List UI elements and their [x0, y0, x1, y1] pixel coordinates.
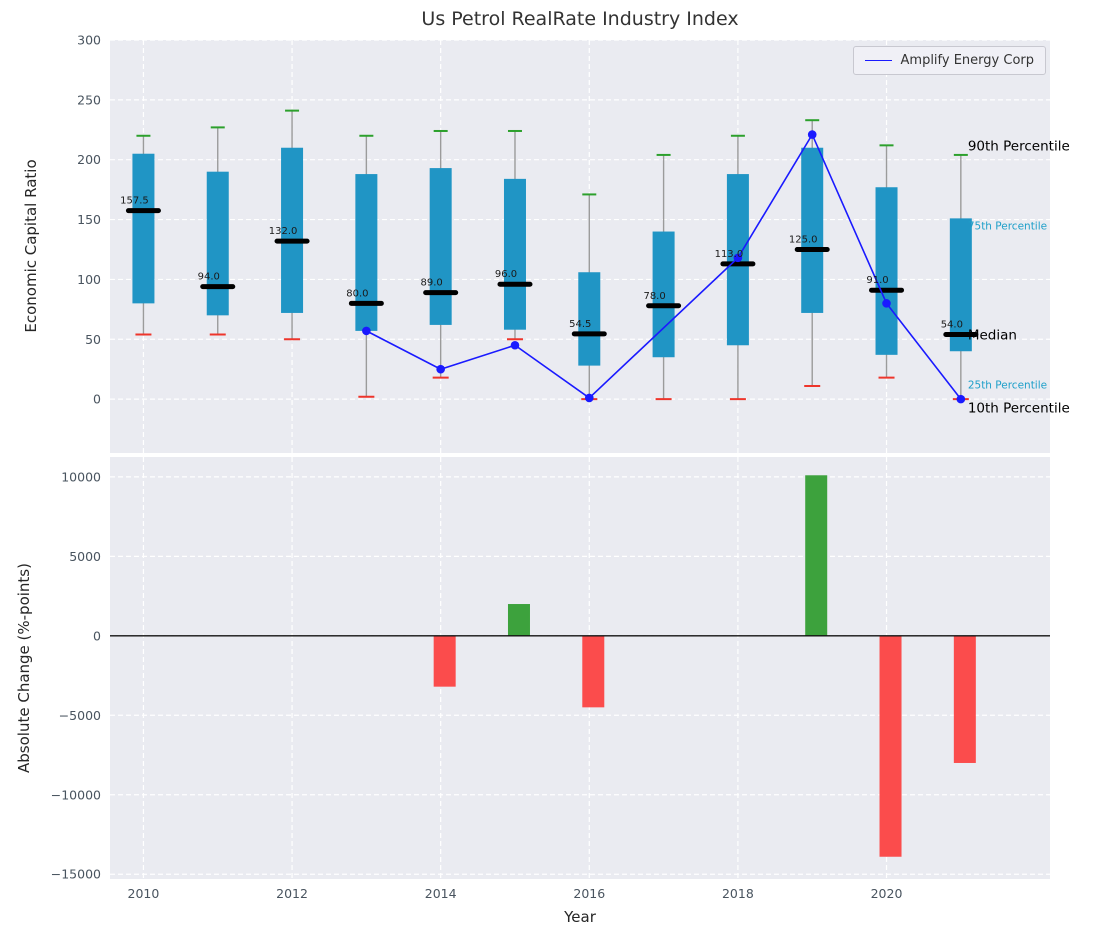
legend-entry-label: Amplify Energy Corp	[900, 53, 1034, 68]
chart-title: Us Petrol RealRate Industry Index	[421, 8, 739, 30]
amplify-line	[365, 132, 962, 400]
bottom-y-tick-label: 5000	[69, 549, 101, 564]
boxplot-box-2014	[429, 168, 452, 325]
x-tick-label: 2016	[573, 886, 605, 901]
legend: Amplify Energy Corp	[852, 46, 1046, 75]
bar-2019	[805, 475, 828, 636]
top-y-tick-label: 0	[93, 392, 101, 407]
median-value-label-2021: 54.0	[941, 319, 963, 330]
top-y-tick-label: 150	[77, 212, 101, 227]
top-y-tick-label: 50	[85, 332, 101, 347]
amplify-marker-2020	[882, 299, 891, 308]
median-value-label-2015: 96.0	[495, 269, 517, 280]
boxplot-box-2012	[281, 147, 304, 313]
bottom-y-tick-label: −10000	[51, 787, 101, 802]
bottom-y-tick-label: −5000	[59, 708, 101, 723]
top-y-axis-label: Economic Capital Ratio	[22, 159, 40, 333]
median-value-label-2017: 78.0	[643, 291, 665, 302]
annotation-75th-percentile: 75th Percentile	[968, 220, 1047, 232]
top-y-tick-label: 200	[77, 152, 101, 167]
median-value-label-2014: 89.0	[421, 278, 443, 289]
annotation-median: Median	[968, 327, 1017, 343]
annotation-90th-percentile: 90th Percentile	[968, 138, 1070, 154]
annotation-10th-percentile: 10th Percentile	[968, 401, 1070, 417]
bar-2020	[879, 635, 902, 857]
x-tick-label: 2014	[425, 886, 457, 901]
amplify-marker-2016	[584, 393, 594, 403]
median-value-label-2020: 91.0	[866, 275, 888, 286]
boxplot-box-2015	[503, 178, 526, 330]
bottom-y-tick-label: 10000	[61, 469, 101, 484]
top-y-tick-label: 250	[77, 92, 101, 107]
boxplot-box-2020	[875, 187, 898, 355]
top-y-tick-label: 300	[77, 33, 101, 48]
bottom-y-tick-label: 0	[93, 628, 101, 643]
amplify-marker-2019	[807, 130, 817, 139]
amplify-marker-2013	[362, 326, 371, 336]
median-value-label-2012: 132.0	[269, 226, 298, 237]
x-axis-label: Year	[564, 908, 596, 926]
x-tick-label: 2010	[128, 886, 160, 901]
x-tick-label: 2020	[871, 886, 903, 901]
bar-2014	[433, 635, 456, 687]
boxplot-box-2021	[949, 218, 972, 352]
median-value-label-2013: 80.0	[346, 288, 368, 299]
amplify-marker-2018	[733, 253, 743, 263]
median-value-label-2018: 113.0	[715, 249, 744, 260]
top-y-tick-label: 100	[77, 272, 101, 287]
boxplot-box-2013	[355, 174, 378, 331]
bar-2016	[582, 635, 605, 708]
boxplot-box-2011	[206, 171, 229, 316]
median-value-label-2016: 54.5	[569, 319, 591, 330]
amplify-marker-2015	[510, 340, 520, 350]
bottom-y-tick-label: −15000	[51, 867, 101, 882]
x-tick-label: 2012	[276, 886, 308, 901]
amplify-marker-2014	[436, 364, 445, 374]
median-value-label-2019: 125.0	[789, 234, 818, 245]
bottom-plot-background	[110, 457, 1050, 879]
median-value-label-2010: 157.5	[120, 196, 149, 207]
boxplot-box-2019	[801, 147, 824, 313]
bottom-y-axis-label: Absolute Change (%-points)	[15, 563, 33, 773]
amplify-marker-2021	[956, 394, 966, 404]
legend-line-sample-icon	[864, 60, 892, 61]
boxplot-box-2010	[132, 153, 155, 304]
x-tick-label: 2018	[722, 886, 754, 901]
boxplot-box-2017	[652, 231, 675, 358]
bar-2021	[953, 635, 976, 763]
annotation-25th-percentile: 25th Percentile	[968, 380, 1047, 392]
median-value-label-2011: 94.0	[198, 272, 220, 283]
bar-2015	[507, 604, 530, 636]
boxplot-box-2016	[578, 272, 601, 366]
